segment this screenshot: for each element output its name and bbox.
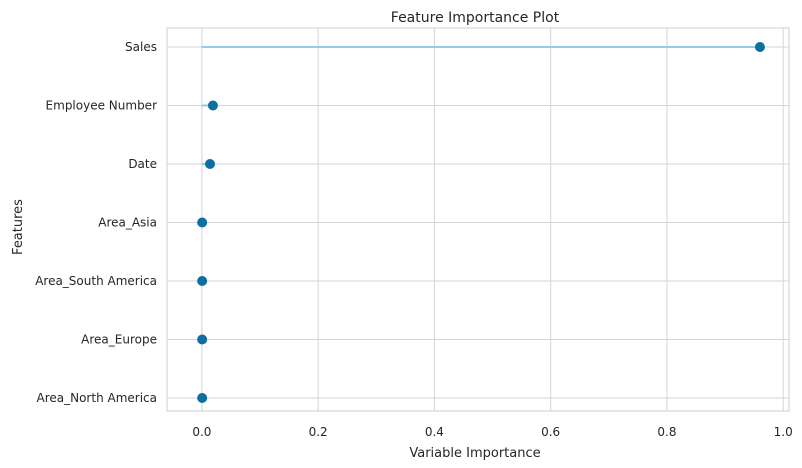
y-tick-label: Area_Europe <box>81 333 157 347</box>
importance-point <box>207 100 218 111</box>
importance-point <box>197 276 208 286</box>
y-tick-labels: Sales Employee Number Date Area_Asia Area_So… <box>35 40 157 405</box>
y-axis-title: Features <box>11 199 26 255</box>
y-tick-label: Area_Asia <box>98 216 157 230</box>
importance-point <box>754 42 765 52</box>
importance-point <box>197 217 208 228</box>
importance-point <box>197 393 208 403</box>
x-axis-title: Variable Importance <box>409 446 540 461</box>
marker-layer <box>197 42 765 403</box>
y-tick-label: Sales <box>125 40 157 54</box>
x-tick-label: 0.8 <box>657 425 676 439</box>
x-tick-label: 0.6 <box>541 425 560 439</box>
y-tick-label: Area_North America <box>37 391 158 405</box>
importance-point <box>197 334 208 345</box>
chart-title: Feature Importance Plot <box>391 10 560 26</box>
y-tick-label: Area_South America <box>35 274 157 288</box>
plot-border <box>166 27 790 412</box>
y-tick-label: Date <box>128 157 157 171</box>
x-tick-label: 0.4 <box>425 425 444 439</box>
y-tick-label: Employee Number <box>46 99 158 113</box>
x-tick-label: 0.2 <box>309 425 328 439</box>
importance-point <box>205 159 216 169</box>
x-tick-labels: 0.0 0.2 0.4 0.6 0.8 1.0 <box>192 425 792 439</box>
plot-frame <box>166 27 790 412</box>
grid-layer <box>167 28 789 411</box>
x-tick-label: 0.0 <box>192 425 211 439</box>
x-tick-label: 1.0 <box>774 425 793 439</box>
